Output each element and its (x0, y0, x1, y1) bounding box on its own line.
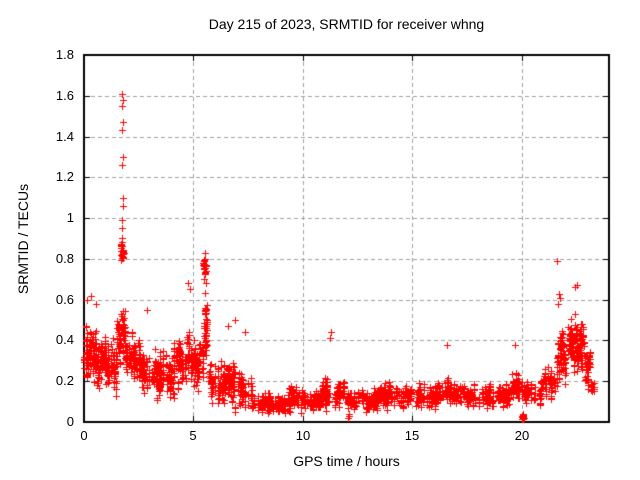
y-tick-label: 1 (66, 210, 74, 225)
x-tick-label: 10 (295, 428, 311, 443)
y-tick-label: 0 (66, 414, 74, 429)
x-tick-label: 20 (514, 428, 530, 443)
x-tick-label: 5 (189, 428, 197, 443)
x-tick-label: 15 (404, 428, 420, 443)
y-tick-label: 1.8 (55, 47, 74, 62)
x-tick-label: 0 (80, 428, 88, 443)
y-tick-label: 0.2 (55, 373, 74, 388)
y-tick-label: 0.6 (55, 292, 74, 307)
y-tick-label: 1.6 (55, 88, 74, 103)
y-axis-label: SRMTID / TECUs (15, 183, 31, 295)
y-tick-label: 1.2 (55, 169, 74, 184)
y-tick-label: 0.4 (55, 332, 74, 347)
chart-title: Day 215 of 2023, SRMTID for receiver whn… (208, 16, 485, 32)
x-axis-label: GPS time / hours (293, 453, 400, 469)
y-tick-label: 1.4 (55, 129, 74, 144)
y-tick-label: 0.8 (55, 251, 74, 266)
